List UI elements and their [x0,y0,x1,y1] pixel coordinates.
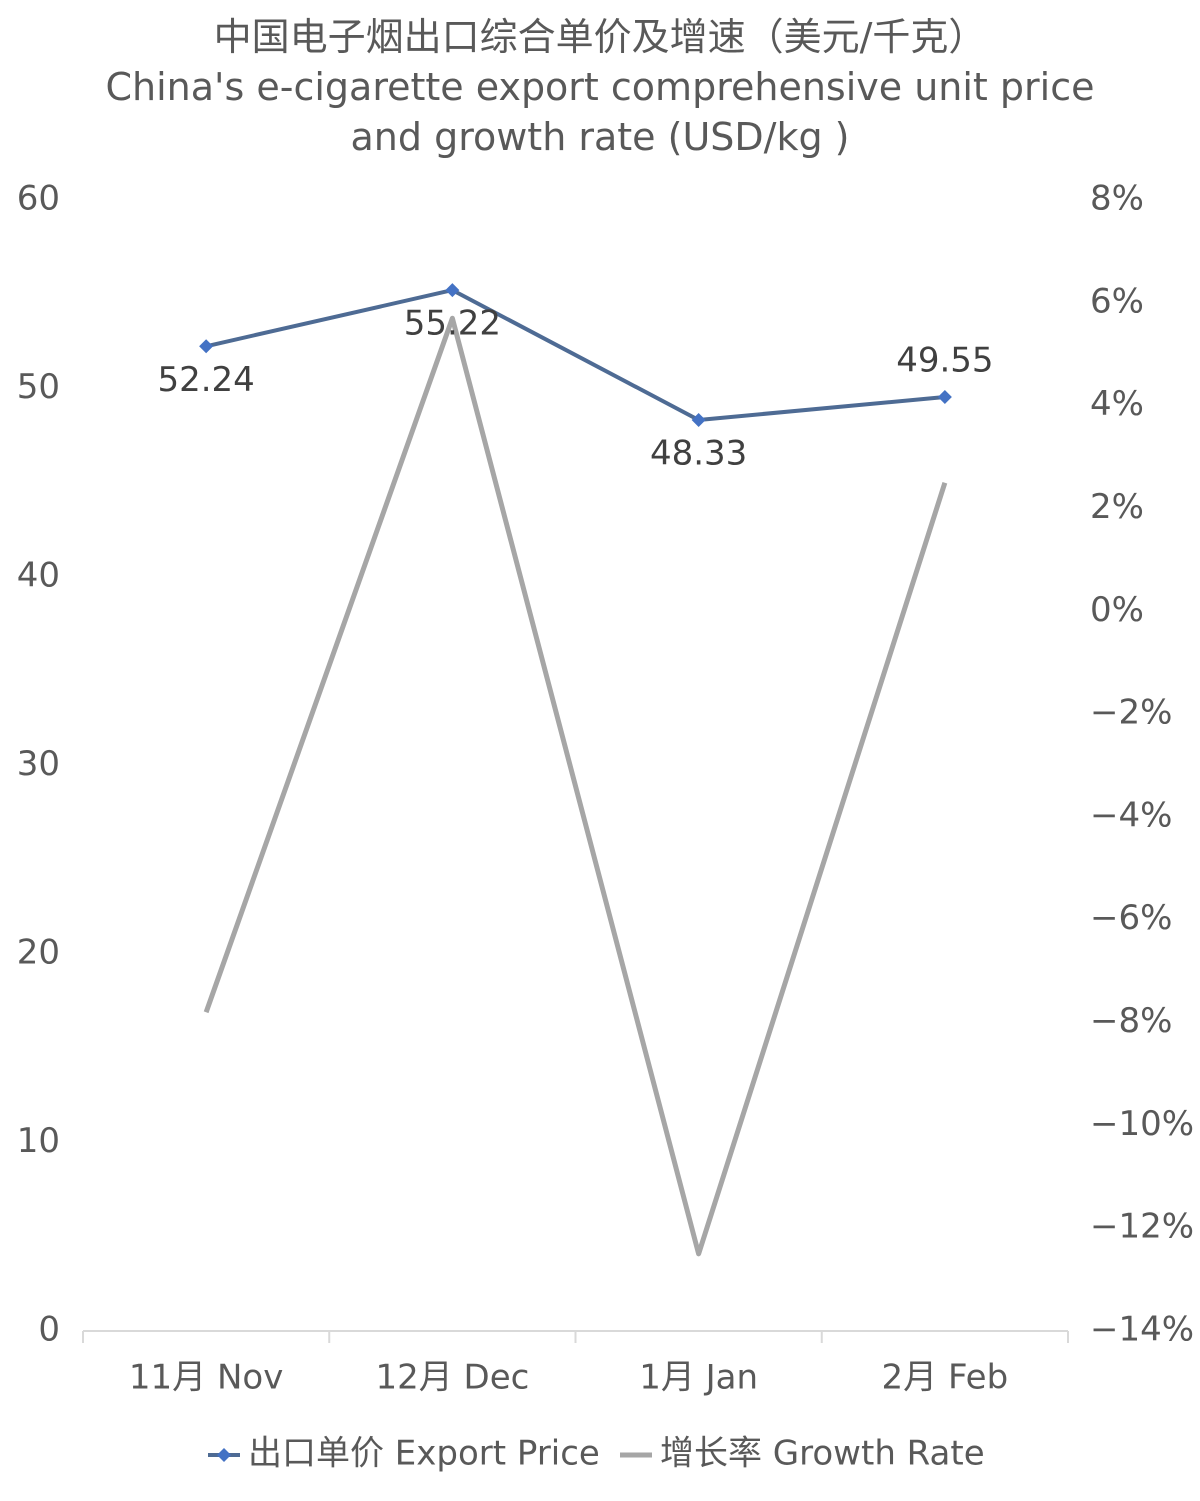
y2-tick-label: 2% [1090,487,1144,527]
x-tick-label: 11月 Nov [129,1358,283,1398]
data-label: 49.55 [896,340,993,380]
point-marker [691,412,706,427]
data-label: 52.24 [157,360,254,400]
series-line [205,288,946,422]
chart-subtitle: China's e-cigarette export comprehensive… [105,65,1095,159]
y2-tick-label: 6% [1090,281,1144,321]
x-tick-label: 12月 Dec [375,1358,529,1398]
y2-tick-label: 8% [1090,179,1144,219]
legend: 出口单价 Export Price 增长率 Growth Rate [208,1434,985,1474]
y-tick-label: 10 [17,1121,60,1161]
y2-tick-label: −10% [1090,1104,1194,1144]
y2-tick-label: −6% [1090,898,1172,938]
y-tick-label: 30 [17,744,60,784]
chart-title: 中国电子烟出口综合单价及增速（美元/千克） [213,15,987,59]
x-tick-label: 2月 Feb [882,1358,1009,1398]
point-marker [199,339,214,354]
y-tick-label: 60 [17,179,60,219]
y-tick-label: 20 [17,933,60,973]
y2-tick-label: −2% [1090,693,1172,733]
y-tick-label: 50 [17,367,60,407]
point-marker [937,389,952,404]
series-line [203,315,948,1257]
data-label: 48.33 [650,433,747,473]
y-tick-label: 0 [38,1310,60,1350]
title-block: 中国电子烟出口综合单价及增速（美元/千克） China's e-cigarett… [100,12,1100,162]
y2-tick-label: −12% [1090,1207,1194,1247]
y2-tick-label: 4% [1090,384,1144,424]
y2-tick-label: −14% [1090,1310,1194,1350]
y2-tick-label: −8% [1090,1001,1172,1041]
point-marker [445,283,460,298]
legend-marker [217,1448,231,1462]
data-label: 55.22 [404,304,501,344]
y2-tick-label: −4% [1090,795,1172,835]
legend-label: 出口单价 Export Price [248,1434,600,1474]
y-tick-label: 40 [17,556,60,596]
y2-tick-label: 0% [1090,590,1144,630]
x-tick-label: 1月 Jan [639,1358,758,1398]
legend-label: 增长率 Growth Rate [660,1434,985,1474]
